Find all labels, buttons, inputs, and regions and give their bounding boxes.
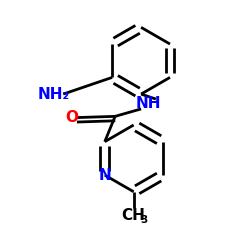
Text: NH₂: NH₂ [37, 86, 69, 102]
Text: NH: NH [136, 96, 161, 112]
Text: 3: 3 [140, 215, 147, 225]
Text: CH: CH [122, 208, 146, 223]
Text: N: N [98, 168, 111, 182]
Text: O: O [65, 110, 78, 125]
